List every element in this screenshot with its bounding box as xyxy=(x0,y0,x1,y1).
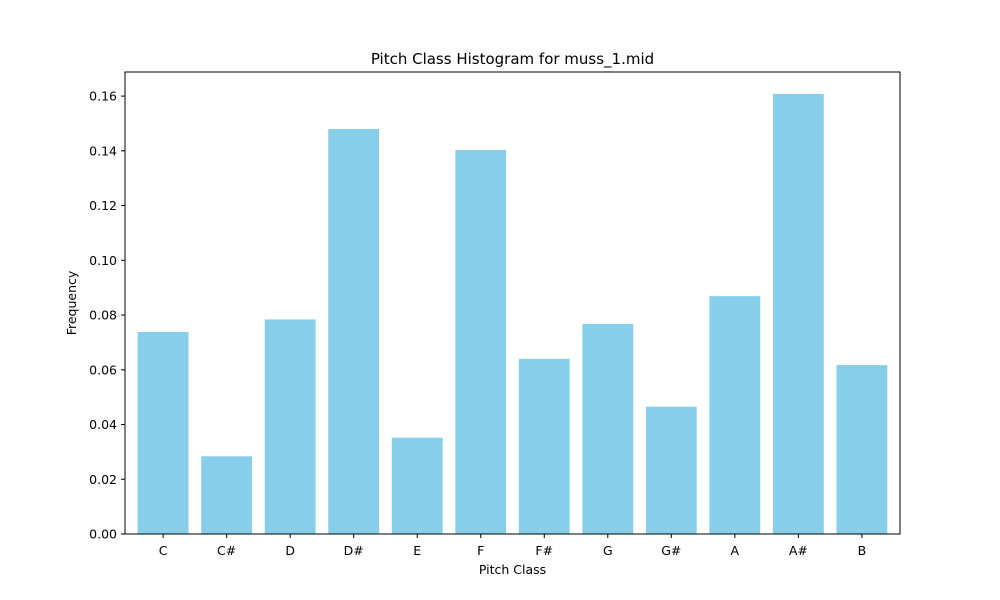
x-tick-label: F# xyxy=(535,543,553,558)
x-tick-label: F xyxy=(477,543,484,558)
y-tick-label: 0.06 xyxy=(89,362,117,377)
plot-frame xyxy=(124,71,901,535)
x-tick-label: D# xyxy=(344,543,364,558)
x-axis: C C# D D# E F F# G G# A A# B xyxy=(159,534,866,558)
bar-d-sharp xyxy=(328,128,380,534)
x-tick-label: C# xyxy=(217,543,236,558)
bar-a xyxy=(709,296,761,534)
bar-e xyxy=(391,437,443,534)
y-axis-label: Frequency xyxy=(64,270,79,335)
chart-title: Pitch Class Histogram for muss_1.mid xyxy=(371,50,654,69)
y-tick-label: 0.00 xyxy=(89,527,117,542)
y-tick-label: 0.12 xyxy=(89,198,117,213)
bar-g-sharp xyxy=(645,406,697,534)
x-tick-label: D xyxy=(285,543,295,558)
x-tick-label: G xyxy=(603,543,613,558)
bar-d xyxy=(264,319,316,534)
bar-f-sharp xyxy=(518,358,570,534)
bar-f xyxy=(455,150,507,534)
x-tick-label: G# xyxy=(661,543,681,558)
y-tick-label: 0.14 xyxy=(89,143,117,158)
x-axis-label: Pitch Class xyxy=(479,562,546,577)
bar-c xyxy=(137,332,189,534)
y-tick-label: 0.04 xyxy=(89,417,117,432)
y-tick-label: 0.08 xyxy=(89,308,117,323)
bar-c-sharp xyxy=(201,456,253,534)
y-tick-label: 0.10 xyxy=(89,253,117,268)
bar-a-sharp xyxy=(772,93,824,535)
bar-g xyxy=(582,324,634,534)
x-tick-label: E xyxy=(413,543,421,558)
y-tick-label: 0.16 xyxy=(89,89,117,104)
bar-b xyxy=(836,365,888,534)
y-tick-label: 0.02 xyxy=(89,472,117,487)
x-tick-label: B xyxy=(858,543,867,558)
x-tick-label: C xyxy=(159,543,168,558)
y-axis: 0.00 0.02 0.04 0.06 0.08 0.10 0.12 0.14 0.16 xyxy=(89,89,125,542)
x-tick-label: A# xyxy=(789,543,808,558)
bars-group xyxy=(137,93,888,535)
x-tick-label: A xyxy=(731,543,740,558)
